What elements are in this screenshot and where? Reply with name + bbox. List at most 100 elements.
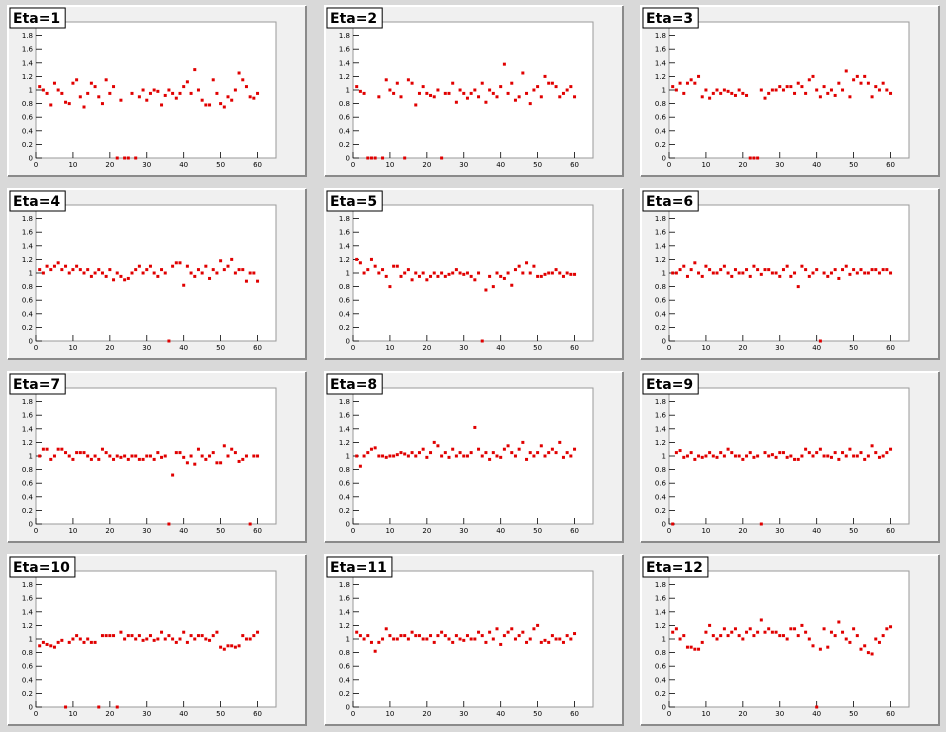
point <box>885 88 889 92</box>
y-tick-label: 1.6 <box>655 229 667 237</box>
point <box>874 268 878 272</box>
point <box>252 454 256 458</box>
point <box>244 279 248 283</box>
point <box>241 268 245 272</box>
y-tick-label: 1 <box>662 270 666 278</box>
y-tick-label: 1.8 <box>655 215 666 223</box>
x-tick-label: 60 <box>253 344 262 352</box>
point <box>410 451 414 455</box>
point <box>410 81 414 85</box>
point <box>781 451 785 455</box>
point <box>219 461 223 465</box>
point <box>726 634 730 638</box>
x-tick-label: 20 <box>105 161 114 169</box>
y-tick-label: 0.8 <box>339 100 350 108</box>
point <box>689 451 693 455</box>
point <box>256 91 260 95</box>
point <box>52 645 56 649</box>
y-tick-label: 1.6 <box>22 595 34 603</box>
point <box>748 156 752 160</box>
title-box <box>642 190 699 212</box>
point <box>506 91 510 95</box>
point <box>818 647 822 651</box>
point <box>355 454 359 458</box>
point <box>134 637 138 641</box>
point <box>778 274 782 278</box>
x-tick-label: 0 <box>351 344 355 352</box>
point <box>208 454 212 458</box>
pad: 0 0.2 0.4 0.6 0.8 1 1.2 1.4 1.6 1.8 0 10 20 30 40 50 60 E… <box>324 5 624 177</box>
point <box>674 627 678 631</box>
point <box>752 634 756 638</box>
point <box>230 257 234 261</box>
point <box>406 637 410 641</box>
point <box>226 95 230 99</box>
pad-bevel-light <box>324 371 623 542</box>
point <box>730 630 734 634</box>
point <box>171 473 175 477</box>
point <box>469 91 473 95</box>
point <box>561 640 565 644</box>
point <box>123 278 127 282</box>
title-box <box>9 373 66 395</box>
point <box>369 257 373 261</box>
x-tick-label: 20 <box>105 344 114 352</box>
point <box>167 339 171 343</box>
point <box>770 271 774 275</box>
point <box>112 278 116 282</box>
point <box>115 705 119 709</box>
y-tick-label: 0.2 <box>655 324 666 332</box>
point <box>488 457 492 461</box>
point <box>885 268 889 272</box>
point <box>495 95 499 99</box>
x-tick-label: 40 <box>812 344 821 352</box>
x-tick-label: 20 <box>422 527 431 535</box>
x-tick-label: 30 <box>775 344 784 352</box>
y-tick-label: 0.6 <box>339 297 351 305</box>
y-tick-label: 1.4 <box>655 242 667 250</box>
point <box>156 637 160 641</box>
point <box>440 630 444 634</box>
chart-title: Eta=3 <box>646 11 693 27</box>
point <box>569 272 573 276</box>
point <box>392 264 396 268</box>
point <box>852 454 856 458</box>
point <box>123 156 127 160</box>
x-tick-label: 40 <box>179 527 188 535</box>
point <box>844 264 848 268</box>
chart-title: Eta=7 <box>13 377 60 393</box>
pad: 0 0.2 0.4 0.6 0.8 1 1.2 1.4 1.6 1.8 0 10 20 30 40 50 60 E… <box>324 371 624 543</box>
point <box>852 78 856 82</box>
y-tick-label: 0 <box>29 338 33 346</box>
point <box>237 644 241 648</box>
point <box>67 271 71 275</box>
point <box>100 447 104 451</box>
point <box>767 454 771 458</box>
point <box>226 454 230 458</box>
x-tick-label: 60 <box>253 161 262 169</box>
point <box>499 642 503 646</box>
y-tick-label: 1.6 <box>339 229 351 237</box>
point <box>711 634 715 638</box>
title-box <box>326 556 393 578</box>
point <box>182 630 186 634</box>
point <box>126 276 130 280</box>
point <box>715 88 719 92</box>
point <box>233 451 237 455</box>
point <box>704 630 708 634</box>
chart-title: Eta=1 <box>13 11 60 27</box>
point <box>41 447 45 451</box>
point <box>86 454 90 458</box>
point <box>93 640 97 644</box>
point <box>233 88 237 92</box>
point <box>804 91 808 95</box>
point <box>196 268 200 272</box>
point <box>230 644 234 648</box>
x-tick-label: 30 <box>775 161 784 169</box>
point <box>852 627 856 631</box>
point <box>429 274 433 278</box>
x-tick-label: 50 <box>849 344 858 352</box>
y-tick-label: 1.8 <box>655 32 666 40</box>
point <box>811 644 815 648</box>
point <box>148 454 152 458</box>
